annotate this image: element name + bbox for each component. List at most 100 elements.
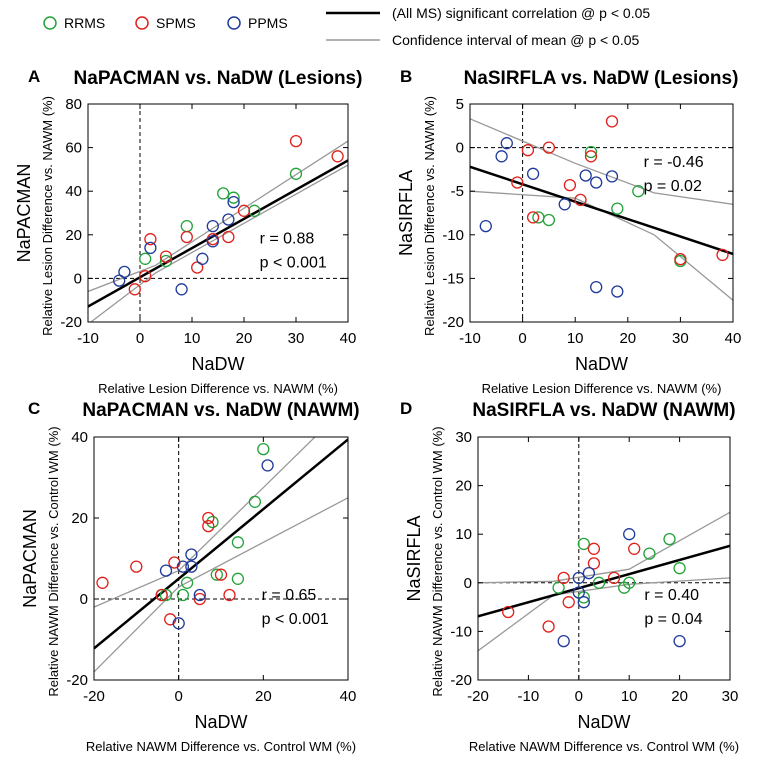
panel-d-point-ppms-5 xyxy=(623,528,636,541)
panel-d-ytick-label-2: 0 xyxy=(464,575,472,592)
panel-a-xtick-label-5: 40 xyxy=(340,330,357,347)
panel-d-letter: D xyxy=(400,399,412,418)
panel-a-point-rrms-6 xyxy=(289,167,303,180)
panel-c-point-ppms-4 xyxy=(172,617,185,630)
panel-c-point-spms-6 xyxy=(202,511,215,525)
panel-d-ytick-label-3: 10 xyxy=(455,526,472,543)
panel-c-point-rrms-8 xyxy=(257,442,270,456)
panel-c-point-rrms-2 xyxy=(176,588,190,602)
panel-a-point-spms-7 xyxy=(222,230,235,244)
panel-d-stat-1: p = 0.04 xyxy=(644,611,702,628)
panel-c-point-ppms-0 xyxy=(159,564,173,577)
panel-a-point-ppms-3 xyxy=(175,283,188,296)
panel-b-ci-lower xyxy=(470,190,733,301)
panel-c-ci-lower xyxy=(94,497,348,673)
panel-d-title: NaSIRFLA vs. NaDW (NAWM) xyxy=(472,400,735,421)
panel-d-point-ppms-6 xyxy=(673,634,686,648)
panel-c-ytick-label-3: 40 xyxy=(71,429,88,446)
panel-c-ci-upper xyxy=(94,437,316,608)
panel-c-point-ppms-5 xyxy=(193,588,206,602)
panel-a-xtick-label-4: 30 xyxy=(288,330,305,347)
panel-c-point-rrms-6 xyxy=(231,536,245,549)
panel-b-point-spms-8 xyxy=(674,253,687,266)
panel-c-xtick-label-2: 20 xyxy=(255,688,272,705)
panel-b-title: NaSIRFLA vs. NaDW (Lesions) xyxy=(464,68,739,89)
panel-a-point-spms-8 xyxy=(237,204,251,217)
panel-b-point-rrms-3 xyxy=(611,202,624,215)
panel-d-point-rrms-0 xyxy=(552,581,565,594)
panel-b-point-ppms-8 xyxy=(590,280,603,294)
legend-rrms-marker xyxy=(43,16,57,30)
legend-ppms-marker xyxy=(227,16,241,30)
panel-a-ylabel-secondary: Relative Lesion Difference vs. NAWM (%) xyxy=(40,96,55,336)
legend: RRMS SPMS PPMS (All MS) significant corr… xyxy=(43,5,650,48)
panel-d-ytick-label-5: 30 xyxy=(455,429,472,446)
panel-c-ytick-label-2: 20 xyxy=(71,510,88,527)
panel-d-point-rrms-5 xyxy=(623,576,636,589)
panel-a-point-spms-3 xyxy=(159,250,173,263)
panel-d-point-rrms-2 xyxy=(577,537,590,551)
panel-d-point-rrms-3 xyxy=(592,576,606,589)
panel-a-point-ppms-8 xyxy=(206,235,219,248)
panel-a-point-ppms-5 xyxy=(206,219,219,233)
panel-c-stat-0: r = 0.65 xyxy=(262,587,317,604)
panel-c-stat-1: p < 0.001 xyxy=(262,611,329,628)
panel-c-point-rrms-4 xyxy=(206,515,219,529)
panel-d-ytick-label-1: -10 xyxy=(450,623,472,640)
panel-c-fit-line xyxy=(94,438,348,650)
panel-a-point-rrms-2 xyxy=(180,219,193,233)
panel-b-point-ppms-4 xyxy=(558,198,571,211)
panel-a-ytick-label-2: 20 xyxy=(65,227,82,244)
panel-b-xtick-label-5: 40 xyxy=(725,330,742,347)
panel-d-point-ppms-3 xyxy=(577,596,590,609)
panel-a-stat-1: p < 0.001 xyxy=(260,255,327,272)
legend-fit-line-label: (All MS) significant correlation @ p < 0… xyxy=(392,5,650,21)
panel-c-point-spms-5 xyxy=(202,519,215,533)
panel-a-xlabel: NaDW xyxy=(192,354,245,374)
panel-c-plot-area xyxy=(94,437,348,680)
panel-c-point-rrms-7 xyxy=(248,495,262,508)
panel-b-xlabel: NaDW xyxy=(575,354,628,374)
panel-b-point-spms-3 xyxy=(542,141,556,154)
panel-b-plot-area xyxy=(470,104,733,322)
legend-ppms: PPMS xyxy=(227,15,288,31)
panel-c-xlabel-secondary: Relative NAWM Difference vs. Control WM … xyxy=(86,739,356,754)
panel-b-xtick-label-3: 20 xyxy=(619,330,636,347)
panel-b: B NaSIRFLA vs. NaDW (Lesions) -10 0 10 20 30 40… xyxy=(396,67,741,396)
panel-a-ytick-label-1: 0 xyxy=(74,270,82,287)
panel-b-point-rrms-2 xyxy=(584,145,598,159)
panel-d-ylabel: NaSIRFLA xyxy=(404,515,424,601)
panel-d-point-spms-6 xyxy=(607,571,621,585)
panel-d-ci-lower xyxy=(478,577,730,652)
panel-a-axes-box xyxy=(87,103,349,323)
panel-b-ytick-label-3: -5 xyxy=(451,183,464,200)
panel-c-xtick-label-3: 40 xyxy=(340,688,357,705)
panel-a-fit-line xyxy=(88,159,348,308)
panel-b-point-ppms-7 xyxy=(605,170,619,183)
panel-c-ylabel: NaPACMAN xyxy=(20,509,40,608)
panel-a-point-ppms-6 xyxy=(222,213,235,226)
panel-b-xtick-label-4: 30 xyxy=(672,330,689,347)
panel-a-point-rrms-4 xyxy=(227,191,240,204)
panel-a: A NaPACMAN vs. NaDW (Lesions) -10 0 10 20 30 40… xyxy=(14,67,362,396)
panel-d-point-rrms-7 xyxy=(663,532,676,546)
panel-c-axes-box xyxy=(93,436,349,681)
panel-d: D NaSIRFLA vs. NaDW (NAWM) -20 -10 0 10 20 30 -2… xyxy=(400,399,739,754)
panel-a-ytick-label-0: -20 xyxy=(60,314,82,331)
panel-c-xlabel: NaDW xyxy=(195,712,248,732)
panel-a-point-ppms-4 xyxy=(196,252,209,265)
panel-d-xtick-label-1: -10 xyxy=(518,688,540,705)
panel-a-point-spms-1 xyxy=(139,270,152,283)
panel-a-point-spms-10 xyxy=(331,150,344,163)
panel-a-ci-upper xyxy=(88,140,348,293)
panel-b-xtick-label-2: 10 xyxy=(567,330,584,347)
panel-a-title: NaPACMAN vs. NaDW (Lesions) xyxy=(74,68,363,89)
panel-b-point-spms-4 xyxy=(563,178,577,192)
panel-c-point-rrms-3 xyxy=(180,576,194,589)
panel-b-xtick-label-0: -10 xyxy=(459,330,481,347)
panel-a-xtick-label-0: -10 xyxy=(77,330,99,347)
panel-b-axes-box xyxy=(469,103,734,323)
panel-d-point-ppms-4 xyxy=(582,566,596,580)
panel-d-xtick-label-5: 30 xyxy=(722,688,739,705)
panel-c-point-spms-4 xyxy=(193,592,206,606)
